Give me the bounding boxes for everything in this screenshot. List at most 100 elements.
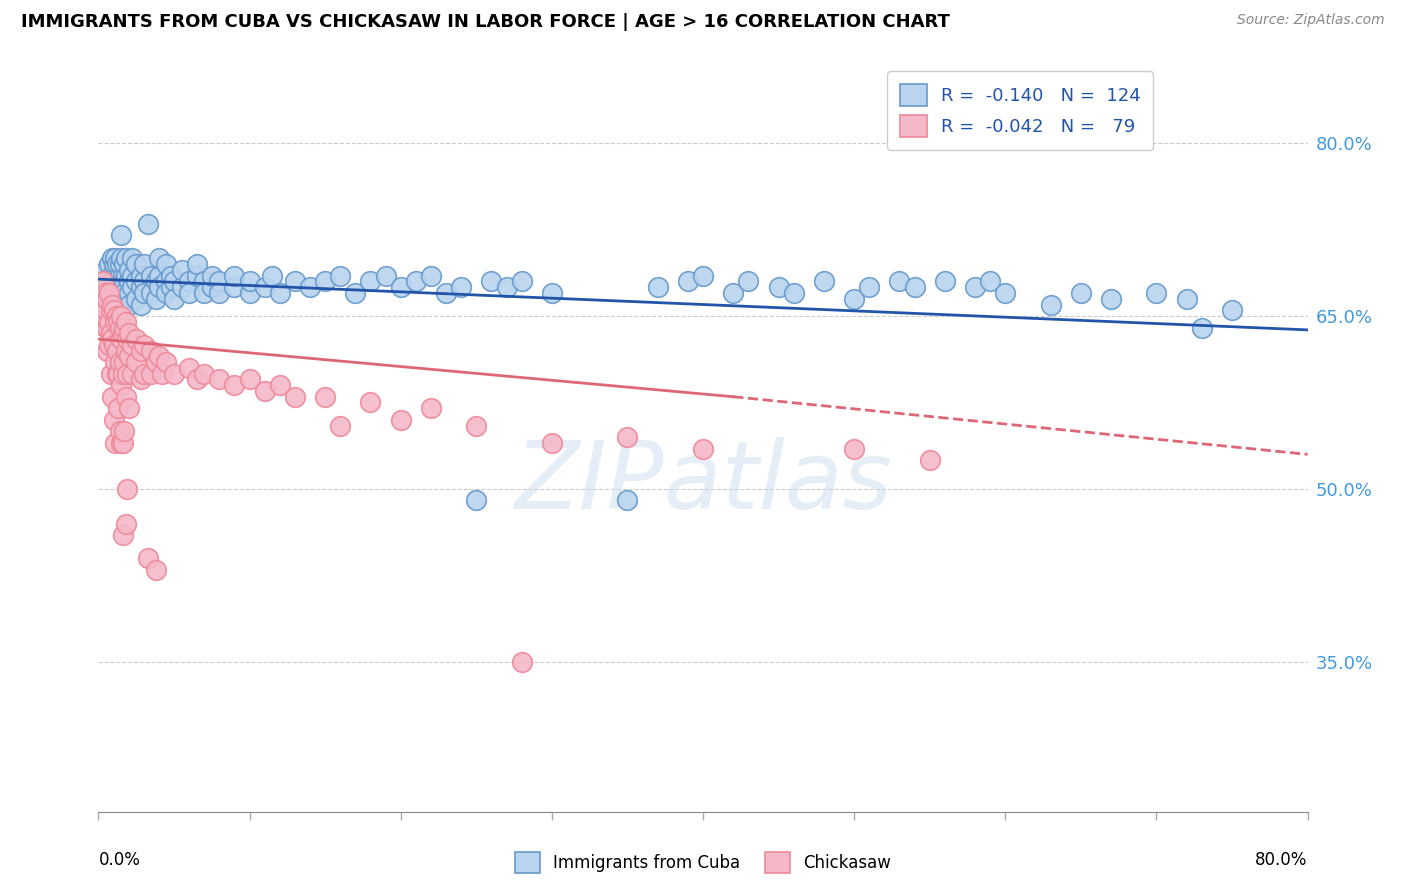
Point bbox=[96, 292, 118, 306]
Point bbox=[96, 343, 118, 358]
Text: 80.0%: 80.0% bbox=[1256, 851, 1308, 869]
Point bbox=[344, 285, 367, 300]
Point bbox=[114, 315, 136, 329]
Point bbox=[262, 268, 284, 283]
Point bbox=[103, 285, 125, 300]
Point bbox=[1039, 297, 1062, 311]
Point bbox=[374, 268, 396, 283]
Point bbox=[129, 268, 152, 283]
Point bbox=[105, 280, 128, 294]
Point bbox=[979, 275, 1001, 289]
Point bbox=[434, 285, 457, 300]
Point bbox=[360, 395, 382, 409]
Point bbox=[360, 275, 382, 289]
Point bbox=[107, 367, 129, 381]
Point bbox=[389, 413, 412, 427]
Point bbox=[768, 280, 790, 294]
Point bbox=[115, 367, 138, 381]
Point bbox=[132, 285, 155, 300]
Point bbox=[540, 435, 562, 450]
Point bbox=[98, 285, 121, 300]
Point bbox=[269, 378, 291, 392]
Point bbox=[208, 275, 231, 289]
Point bbox=[224, 378, 246, 392]
Point bbox=[101, 275, 124, 289]
Point bbox=[1070, 285, 1092, 300]
Point bbox=[616, 493, 638, 508]
Point bbox=[163, 292, 186, 306]
Point bbox=[193, 285, 215, 300]
Point bbox=[104, 275, 127, 289]
Text: ZIPatlas: ZIPatlas bbox=[515, 436, 891, 527]
Point bbox=[105, 343, 128, 358]
Point bbox=[934, 275, 956, 289]
Point bbox=[110, 275, 132, 289]
Point bbox=[111, 297, 134, 311]
Point bbox=[103, 268, 125, 283]
Point bbox=[105, 268, 128, 283]
Point bbox=[918, 453, 941, 467]
Point bbox=[420, 401, 443, 416]
Point bbox=[94, 303, 117, 318]
Text: IMMIGRANTS FROM CUBA VS CHICKASAW IN LABOR FORCE | AGE > 16 CORRELATION CHART: IMMIGRANTS FROM CUBA VS CHICKASAW IN LAB… bbox=[21, 13, 950, 31]
Point bbox=[105, 257, 128, 271]
Point bbox=[115, 332, 138, 346]
Point bbox=[114, 268, 136, 283]
Point bbox=[110, 228, 132, 243]
Point bbox=[110, 332, 132, 346]
Point bbox=[104, 292, 127, 306]
Point bbox=[208, 285, 231, 300]
Point bbox=[100, 292, 122, 306]
Point bbox=[93, 309, 115, 323]
Point bbox=[170, 280, 193, 294]
Point bbox=[329, 418, 352, 433]
Point bbox=[100, 326, 122, 341]
Point bbox=[103, 338, 125, 352]
Point bbox=[100, 367, 122, 381]
Point bbox=[93, 297, 115, 311]
Point bbox=[253, 384, 276, 398]
Point bbox=[163, 275, 186, 289]
Point bbox=[465, 418, 488, 433]
Legend: R =  -0.140   N =  124, R =  -0.042   N =   79: R = -0.140 N = 124, R = -0.042 N = 79 bbox=[887, 71, 1153, 150]
Point bbox=[112, 355, 135, 369]
Point bbox=[100, 268, 122, 283]
Text: Source: ZipAtlas.com: Source: ZipAtlas.com bbox=[1237, 13, 1385, 28]
Point bbox=[110, 292, 132, 306]
Point bbox=[163, 367, 186, 381]
Point bbox=[510, 655, 533, 669]
Point bbox=[101, 252, 124, 266]
Text: 0.0%: 0.0% bbox=[98, 851, 141, 869]
Point bbox=[112, 275, 135, 289]
Point bbox=[692, 268, 714, 283]
Point bbox=[844, 292, 866, 306]
Point bbox=[91, 275, 114, 289]
Point bbox=[737, 275, 759, 289]
Point bbox=[155, 285, 177, 300]
Point bbox=[118, 285, 141, 300]
Point bbox=[314, 275, 336, 289]
Point bbox=[108, 425, 131, 439]
Point bbox=[110, 435, 132, 450]
Point bbox=[186, 268, 208, 283]
Point bbox=[299, 280, 322, 294]
Point bbox=[284, 275, 307, 289]
Point bbox=[98, 315, 121, 329]
Point bbox=[132, 275, 155, 289]
Point bbox=[239, 275, 262, 289]
Point bbox=[269, 285, 291, 300]
Point bbox=[145, 292, 167, 306]
Point bbox=[193, 275, 215, 289]
Point bbox=[96, 320, 118, 334]
Point bbox=[145, 275, 167, 289]
Point bbox=[103, 303, 125, 318]
Point bbox=[114, 292, 136, 306]
Point bbox=[1175, 292, 1198, 306]
Point bbox=[105, 367, 128, 381]
Point bbox=[1099, 292, 1122, 306]
Point bbox=[129, 343, 152, 358]
Point bbox=[111, 268, 134, 283]
Point bbox=[115, 482, 138, 496]
Point bbox=[114, 516, 136, 531]
Point bbox=[118, 326, 141, 341]
